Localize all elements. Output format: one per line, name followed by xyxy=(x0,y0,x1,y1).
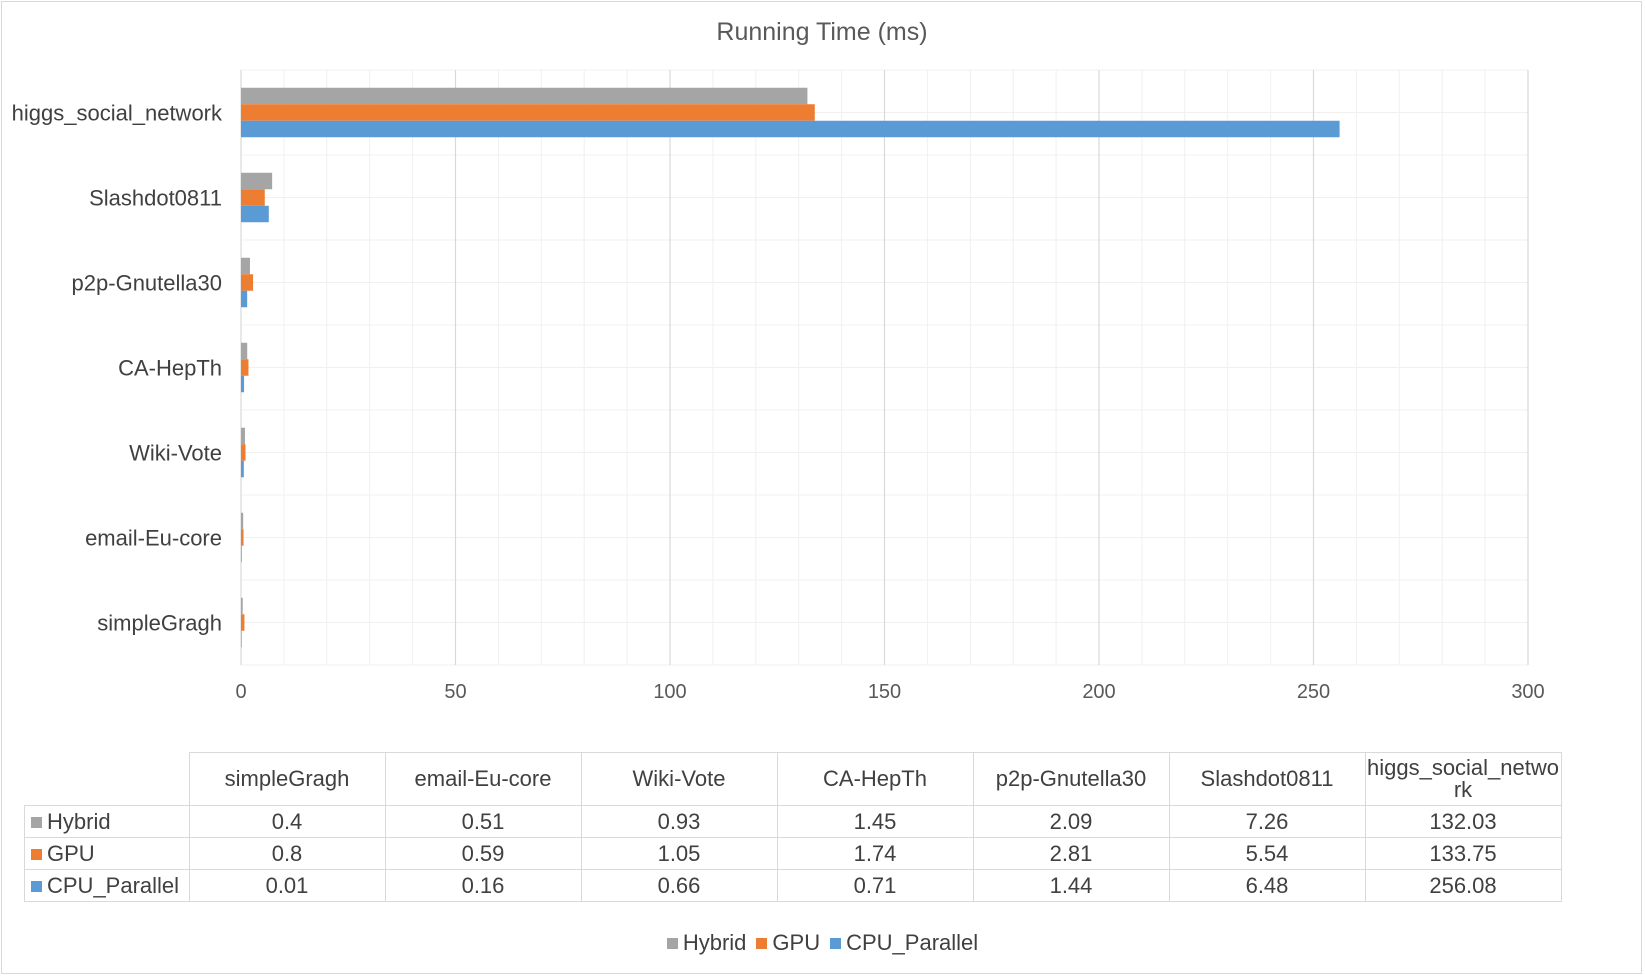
table-cell-hybrid-p2p-gnutella30: 2.09 xyxy=(972,805,1170,838)
table-cell-gpu-email-eu-core: 0.59 xyxy=(384,837,582,870)
legend-label: CPU_Parallel xyxy=(846,930,979,955)
bar-cpu-parallel-higgs-social-network xyxy=(241,120,1340,138)
table-cell-hybrid-wiki-vote: 0.93 xyxy=(580,805,778,838)
table-cell-hybrid-email-eu-core: 0.51 xyxy=(384,805,582,838)
legend-item-gpu: GPU xyxy=(756,930,820,956)
bar-hybrid-slashdot0811 xyxy=(241,172,273,190)
table-cell-cpu-parallel-email-eu-core: 0.16 xyxy=(384,869,582,902)
table-row-hybrid: Hybrid 0.4 0.51 0.93 1.45 2.09 7.26 132.03 xyxy=(24,805,1562,838)
table-cell-cpu-parallel-wiki-vote: 0.66 xyxy=(580,869,778,902)
table-row-gpu: GPU 0.8 0.59 1.05 1.74 2.81 5.54 133.75 xyxy=(24,837,1562,870)
bar-cpu-parallel-email-eu-core xyxy=(241,545,242,563)
bar-gpu-email-eu-core xyxy=(241,529,244,546)
table-cell-gpu-ca-hepth: 1.74 xyxy=(776,837,974,870)
category-label-email-eu-core: email-Eu-core xyxy=(85,526,222,551)
table-cell-gpu-wiki-vote: 1.05 xyxy=(580,837,778,870)
table-series-label: CPU_Parallel xyxy=(24,869,190,902)
bar-gpu-simplegragh xyxy=(241,614,245,631)
bar-cpu-parallel-wiki-vote xyxy=(241,460,244,478)
category-label-slashdot0811: Slashdot0811 xyxy=(89,186,222,211)
table-row-cpu-parallel: CPU_Parallel 0.01 0.16 0.66 0.71 1.44 6.48 256.… xyxy=(24,869,1562,902)
table-header-slashdot0811: Slashdot0811 xyxy=(1168,752,1366,806)
x-tick-label-0: 0 xyxy=(235,681,246,703)
legend-key-icon xyxy=(830,938,842,949)
chart-title: Running Time (ms) xyxy=(716,18,927,46)
table-cell-gpu-simplegragh: 0.8 xyxy=(188,837,386,870)
table-series-label: Hybrid xyxy=(24,805,190,838)
table-cell-gpu-slashdot0811: 5.54 xyxy=(1168,837,1366,870)
table-cell-gpu-higgs-social-network: 133.75 xyxy=(1364,837,1562,870)
bar-gpu-wiki-vote xyxy=(241,444,246,461)
legend-label: Hybrid xyxy=(682,930,747,955)
x-tick-label-300: 300 xyxy=(1511,681,1544,703)
table-cell-hybrid-slashdot0811: 7.26 xyxy=(1168,805,1366,838)
category-label-ca-hepth: CA-HepTh xyxy=(118,356,222,381)
legend-key-icon xyxy=(31,816,42,828)
legend: Hybrid GPU CPU_Parallel xyxy=(0,930,1645,956)
category-label-p2p-gnutella30: p2p-Gnutella30 xyxy=(72,271,222,296)
table-series-label: GPU xyxy=(24,837,190,870)
bar-hybrid-higgs-social-network xyxy=(241,87,808,105)
legend-key-icon xyxy=(31,880,42,892)
bar-gpu-higgs-social-network xyxy=(241,104,815,121)
bar-hybrid-ca-hepth xyxy=(241,342,248,360)
bar-hybrid-wiki-vote xyxy=(241,427,245,445)
major-gridlines xyxy=(240,70,1529,665)
bar-gpu-slashdot0811 xyxy=(241,189,265,206)
table-cell-cpu-parallel-simplegragh: 0.01 xyxy=(188,869,386,902)
table-cell-cpu-parallel-slashdot0811: 6.48 xyxy=(1168,869,1366,902)
x-axis-ticks: 0 50 100 150 200 250 300 xyxy=(235,681,1544,703)
category-labels: simpleGragh email-Eu-core Wiki-Vote CA-HepT… xyxy=(12,101,223,636)
legend-key-icon xyxy=(666,938,678,949)
table-cell-cpu-parallel-p2p-gnutella30: 1.44 xyxy=(972,869,1170,902)
bar-cpu-parallel-simplegragh xyxy=(241,630,242,648)
bar-gpu-ca-hepth xyxy=(241,359,249,376)
legend-item-hybrid: Hybrid xyxy=(666,930,747,956)
x-tick-label-100: 100 xyxy=(653,681,686,703)
table-header-wiki-vote: Wiki-Vote xyxy=(580,752,778,806)
table-header-p2p-gnutella30: p2p-Gnutella30 xyxy=(972,752,1170,806)
category-label-higgs-social-network: higgs_social_network xyxy=(12,101,223,126)
bar-cpu-parallel-ca-hepth xyxy=(241,375,245,393)
legend-key-icon xyxy=(31,848,42,860)
x-tick-label-250: 250 xyxy=(1297,681,1330,703)
x-tick-label-200: 200 xyxy=(1082,681,1115,703)
table-cell-hybrid-ca-hepth: 1.45 xyxy=(776,805,974,838)
bar-cpu-parallel-slashdot0811 xyxy=(241,205,269,223)
table-cell-cpu-parallel-higgs-social-network: 256.08 xyxy=(1364,869,1562,902)
table-corner-cell xyxy=(24,752,190,806)
bar-gpu-p2p-gnutella30 xyxy=(241,274,254,291)
bar-cpu-parallel-p2p-gnutella30 xyxy=(241,290,248,308)
bar-hybrid-simplegragh xyxy=(241,597,243,615)
table-header-simplegragh: simpleGragh xyxy=(188,752,386,806)
table-cell-hybrid-simplegragh: 0.4 xyxy=(188,805,386,838)
category-label-simplegragh: simpleGragh xyxy=(97,611,222,636)
table-header-row: simpleGragh email-Eu-core Wiki-Vote CA-HepT… xyxy=(24,752,1562,806)
x-tick-label-50: 50 xyxy=(444,681,466,703)
x-tick-label-150: 150 xyxy=(868,681,901,703)
category-label-wiki-vote: Wiki-Vote xyxy=(129,441,222,466)
table-header-email-eu-core: email-Eu-core xyxy=(384,752,582,806)
legend-key-icon xyxy=(756,938,768,949)
table-header-higgs-social-netwo-rk: higgs_social_netwo rk xyxy=(1364,752,1562,806)
data-table: simpleGragh email-Eu-core Wiki-Vote CA-HepT… xyxy=(24,752,1562,902)
table-cell-cpu-parallel-ca-hepth: 0.71 xyxy=(776,869,974,902)
legend-label: GPU xyxy=(772,930,821,955)
bar-hybrid-email-eu-core xyxy=(241,512,244,530)
table-header-ca-hepth: CA-HepTh xyxy=(776,752,974,806)
bar-hybrid-p2p-gnutella30 xyxy=(241,257,250,275)
bars xyxy=(241,87,1340,648)
legend-item-cpu-parallel: CPU_Parallel xyxy=(830,930,978,956)
table-cell-gpu-p2p-gnutella30: 2.81 xyxy=(972,837,1170,870)
table-cell-hybrid-higgs-social-network: 132.03 xyxy=(1364,805,1562,838)
